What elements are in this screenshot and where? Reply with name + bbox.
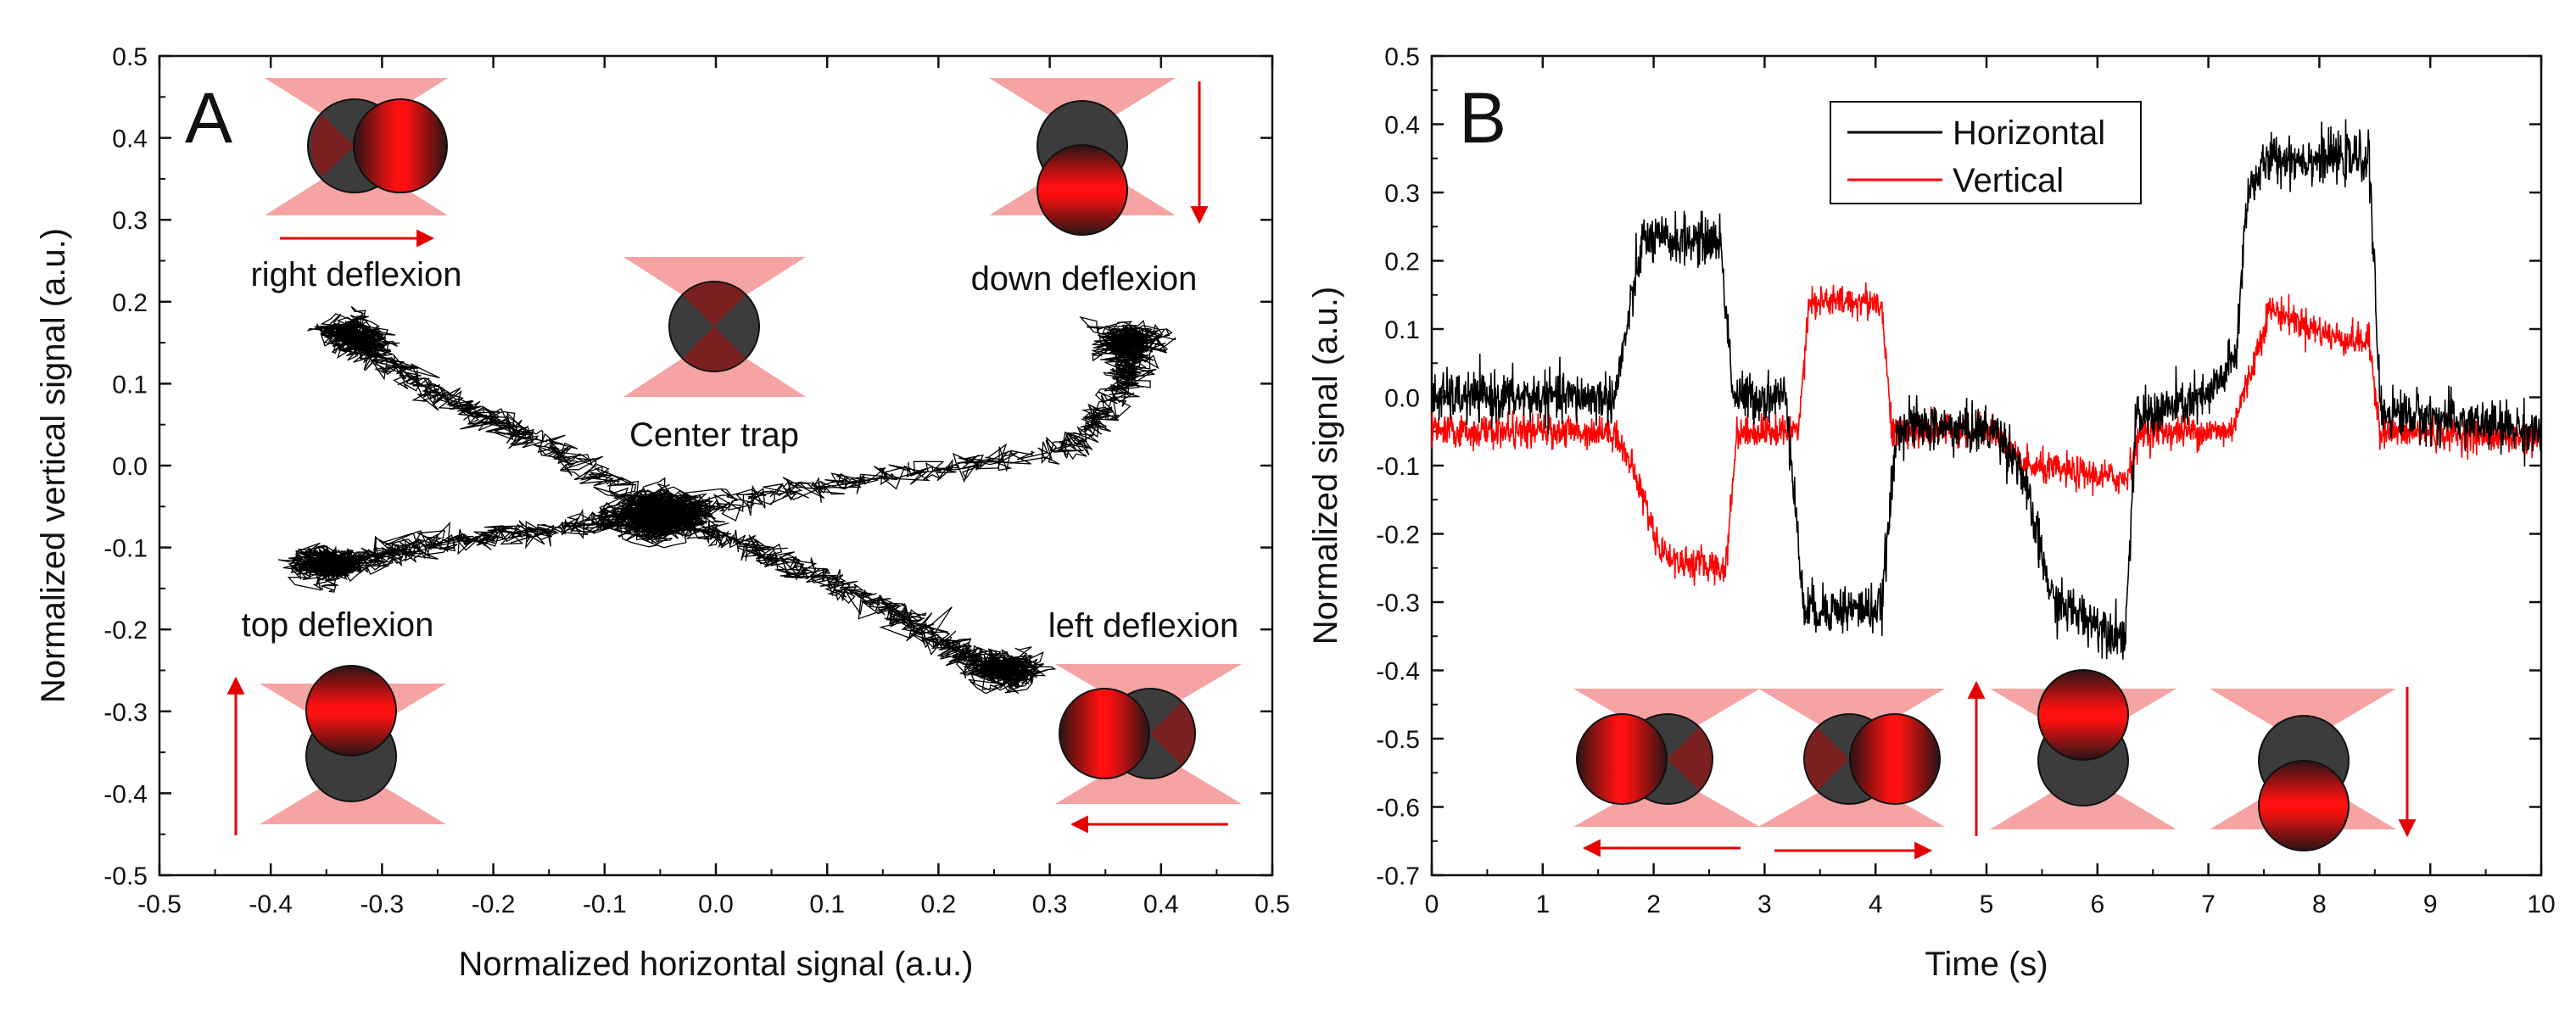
panel-a-x-axis-title: Normalized horizontal signal (a.u.): [459, 946, 974, 983]
panel-b-letter: B: [1459, 78, 1506, 158]
legend-label-horizontal: Horizontal: [1953, 114, 2105, 152]
trap-icon-right-deflexion: [265, 78, 448, 248]
panel-b-y-tick-label: -0.2: [1376, 522, 1420, 550]
panel-a-y-tick-label: 0.2: [112, 289, 148, 317]
label-left-deflexion: left deflexion: [1048, 607, 1239, 645]
panel-a-x-tick-label: 0.2: [921, 890, 957, 918]
panel-b-y-tick-label: 0.3: [1384, 180, 1420, 208]
panel-b-y-tick-label: -0.1: [1376, 453, 1420, 481]
panel-b-x-tick-label: 7: [2201, 890, 2216, 918]
panel-a-x-tick-label: -0.3: [360, 890, 405, 918]
trajectory-arm-2: [277, 498, 668, 593]
legend-box: [1830, 101, 2142, 204]
panel-a-y-tick-label: -0.4: [103, 780, 148, 808]
panel-b-x-tick-label: 10: [2527, 890, 2555, 918]
panel-a-y-tick-label: 0.3: [112, 207, 148, 235]
trap-icon-b-left: [1573, 689, 1760, 857]
panel-a-x-tick-label: -0.1: [583, 890, 627, 918]
trap-icon-top-deflexion: [226, 665, 446, 835]
panel-b-x-tick-label: 3: [1757, 890, 1772, 918]
trap-icon-center: [623, 257, 806, 397]
panel-a-y-tick-label: 0.5: [112, 43, 148, 71]
panel-a-x-tick-label: 0.0: [698, 890, 734, 918]
panel-a-y-tick-label: -0.2: [103, 617, 148, 645]
panel-b-y-tick-label: -0.5: [1376, 726, 1420, 754]
panel-a-y-tick-label: -0.5: [103, 862, 148, 890]
trajectory-arm-1: [644, 315, 1176, 532]
panel-b-y-tick-label: -0.4: [1376, 658, 1420, 686]
panel-a-y-tick-label: 0.1: [112, 371, 148, 399]
trap-icon-left-deflexion: [1055, 664, 1242, 834]
panel-a-x-tick-label: 0.3: [1032, 890, 1068, 918]
panel-b-x-tick-label: 4: [1869, 890, 1883, 918]
legend: Horizontal Vertical: [1830, 101, 2142, 204]
trap-icon-b-right: [1758, 689, 1945, 860]
panel-b-x-tick-label: 2: [1646, 890, 1661, 918]
label-down-deflexion: down deflexion: [971, 260, 1198, 298]
panel-b-x-tick-label: 9: [2423, 890, 2438, 918]
trap-icon-down-deflexion: [989, 78, 1209, 236]
panel-a-x-tick-label: -0.2: [472, 890, 516, 918]
panel-a-trajectory: [277, 305, 1176, 695]
trajectory-arm-0: [306, 305, 687, 523]
label-center-trap: Center trap: [629, 416, 799, 454]
panel-b-y-tick-label: 0.2: [1384, 248, 1420, 276]
series-line-horizontal: [1431, 119, 2542, 660]
panel-b-x-tick-label: 1: [1535, 890, 1550, 918]
panel-b-y-tick-label: 0.0: [1384, 385, 1420, 413]
label-top-deflexion: top deflexion: [242, 606, 434, 644]
panel-b-x-axis-title: Time (s): [1925, 946, 2048, 983]
panel-a-y-tick-label: -0.1: [103, 535, 148, 563]
panel-b: 0 1 2 3 4 5 6 7 8 9 10 -0.7 -0.6 -0.5 -0.4 -0.3 -0.2 -0.1…: [1307, 43, 2556, 983]
legend-label-vertical: Vertical: [1953, 162, 2064, 199]
panel-a-y-tick-label: -0.3: [103, 699, 148, 727]
panel-b-y-tick-label: 0.5: [1384, 43, 1420, 71]
panel-a-y-axis-title: Normalized vertical signal (a.u.): [35, 228, 72, 703]
series-line-vertical: [1431, 282, 2542, 586]
panel-a-y-tick-label: 0.0: [112, 453, 148, 481]
panel-a-x-tick-label: 0.5: [1254, 890, 1290, 918]
panel-a-x-tick-label: 0.1: [809, 890, 845, 918]
panel-a-x-tick-label: -0.4: [249, 890, 293, 918]
trap-icon-b-up: [1967, 669, 2176, 836]
panel-b-x-tick-label: 0: [1425, 890, 1439, 918]
trajectory-arm-3: [649, 505, 1057, 695]
panel-b-y-axis-title: Normalized signal (a.u.): [1307, 287, 1344, 645]
panel-a-letter: A: [185, 78, 232, 158]
panel-b-x-tick-label: 8: [2312, 890, 2327, 918]
panel-a-x-tick-label: 0.4: [1143, 890, 1179, 918]
panel-b-y-tick-label: -0.3: [1376, 589, 1420, 617]
panel-a-axes: -0.5 -0.4 -0.3 -0.2 -0.1 0.0 0.1 0.2 0.3 0.4 0.5 -0…: [35, 43, 1290, 983]
panel-b-y-tick-label: -0.6: [1376, 795, 1420, 823]
panel-b-y-tick-label: 0.4: [1384, 112, 1420, 140]
panel-b-y-tick-label: 0.1: [1384, 316, 1420, 344]
panel-b-x-tick-label: 6: [2090, 890, 2104, 918]
panel-b-lines: [1431, 119, 2542, 660]
panel-a-y-tick-label: 0.4: [112, 126, 148, 153]
panel-b-axes: 0 1 2 3 4 5 6 7 8 9 10 -0.7 -0.6 -0.5 -0.4 -0.3 -0.2 -0.1…: [1307, 43, 2556, 983]
panel-a: -0.5 -0.4 -0.3 -0.2 -0.1 0.0 0.1 0.2 0.3 0.4 0.5 -0…: [35, 43, 1290, 983]
label-right-deflexion: right deflexion: [250, 256, 461, 293]
panel-b-x-tick-label: 5: [1980, 890, 1994, 918]
panel-a-x-tick-label: -0.5: [137, 890, 182, 918]
panel-b-y-tick-label: -0.7: [1376, 862, 1420, 890]
trap-icon-b-down: [2210, 687, 2417, 851]
